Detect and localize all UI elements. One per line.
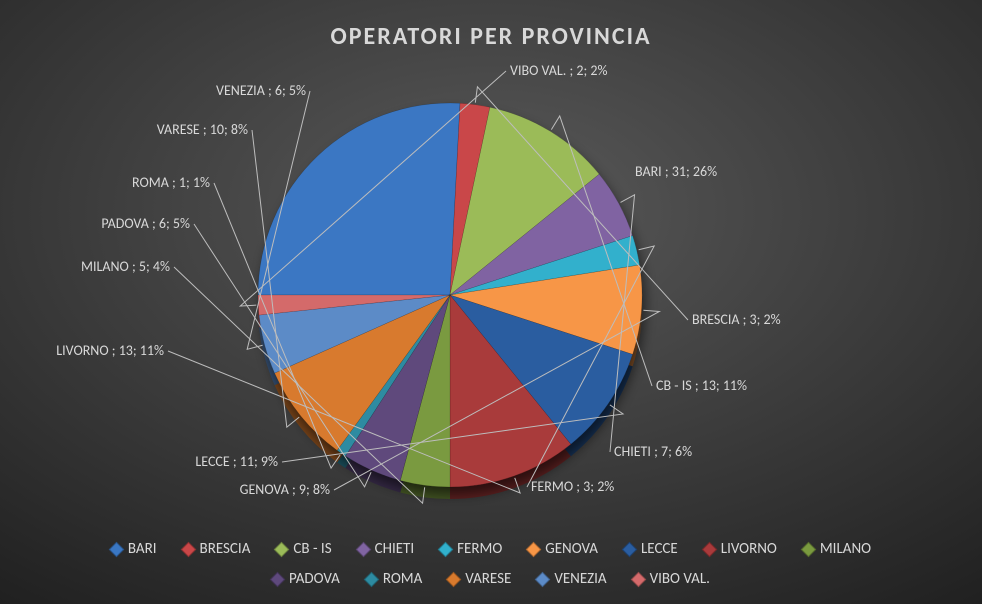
legend-item-genova: GENOVA [528, 540, 598, 558]
legend-item-lecce: LECCE [624, 540, 678, 558]
chart-stage: OPERATORI PER PROVINCIA BARI ; 31; 26%BR… [0, 0, 982, 604]
legend-marker-icon [801, 541, 817, 557]
legend-label: LIVORNO [721, 540, 777, 558]
legend-item-chieti: CHIETI [358, 540, 415, 558]
legend-item-venezia: VENEZIA [537, 570, 606, 588]
pie-label-padova: PADOVA ; 6; 5% [101, 215, 190, 232]
legend-label: CB - IS [293, 540, 331, 558]
pie-chart [0, 0, 982, 604]
legend-marker-icon [622, 541, 638, 557]
legend-marker-icon [364, 571, 380, 587]
legend-label: VENEZIA [554, 570, 606, 588]
legend-item-livorno: LIVORNO [704, 540, 777, 558]
legend-label: ROMA [383, 570, 422, 588]
legend-label: CHIETI [375, 540, 415, 558]
pie-label-milano: MILANO ; 5; 4% [81, 258, 170, 275]
legend-marker-icon [355, 541, 371, 557]
legend-marker-icon [109, 541, 125, 557]
pie-label-lecce: LECCE ; 11; 9% [195, 453, 278, 470]
legend-label: BARI [128, 540, 157, 558]
pie-label-vibo-val-: VIBO VAL. ; 2; 2% [510, 62, 608, 79]
pie-label-bari: BARI ; 31; 26% [635, 163, 717, 180]
pie-label-cb-is: CB - IS ; 13; 11% [656, 377, 747, 394]
legend-item-cb-is: CB - IS [276, 540, 331, 558]
legend-item-bari: BARI [111, 540, 157, 558]
legend-marker-icon [180, 541, 196, 557]
legend-label: VARESE [465, 570, 511, 588]
legend-label: BRESCIA [200, 540, 251, 558]
legend-marker-icon [526, 541, 542, 557]
legend-label: VIBO VAL. [650, 570, 710, 588]
pie-label-livorno: LIVORNO ; 13; 11% [56, 342, 164, 359]
legend-item-brescia: BRESCIA [183, 540, 251, 558]
legend-marker-icon [446, 571, 462, 587]
legend-marker-icon [630, 571, 646, 587]
legend-label: PADOVA [289, 570, 340, 588]
legend-marker-icon [535, 571, 551, 587]
legend-marker-icon [270, 571, 286, 587]
pie-label-roma: ROMA ; 1; 1% [132, 174, 210, 191]
legend-label: MILANO [820, 540, 871, 558]
legend-marker-icon [274, 541, 290, 557]
pie-label-brescia: BRESCIA ; 3; 2% [692, 311, 781, 328]
legend-item-padova: PADOVA [272, 570, 340, 588]
legend-item-milano: MILANO [803, 540, 871, 558]
pie-label-fermo: FERMO ; 3; 2% [531, 478, 614, 495]
legend-item-varese: VARESE [448, 570, 511, 588]
legend-label: GENOVA [545, 540, 598, 558]
legend-marker-icon [438, 541, 454, 557]
legend-label: FERMO [457, 540, 502, 558]
legend-item-fermo: FERMO [440, 540, 502, 558]
pie-label-genova: GENOVA ; 9; 8% [240, 481, 330, 498]
pie-slice-bari [258, 103, 460, 295]
legend-item-vibo-val-: VIBO VAL. [633, 570, 710, 588]
legend-item-roma: ROMA [366, 570, 422, 588]
pie-label-venezia: VENEZIA ; 6; 5% [216, 82, 306, 99]
legend-label: LECCE [641, 540, 678, 558]
pie-label-chieti: CHIETI ; 7; 6% [614, 443, 692, 460]
pie-label-varese: VARESE ; 10; 8% [157, 121, 248, 138]
legend-marker-icon [701, 541, 717, 557]
legend: BARI BRESCIA CB - IS CHIETI FERMO GENOVA LECCE… [0, 540, 982, 588]
